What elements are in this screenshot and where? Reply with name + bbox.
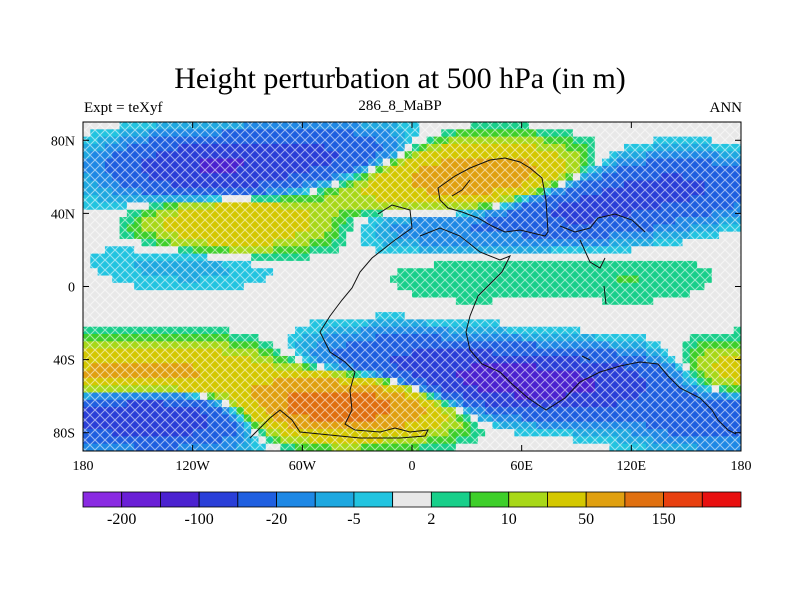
x-tick-label: 120W (176, 459, 211, 474)
period-label: 286_8_MaBP (358, 98, 442, 114)
x-tick-label: 180 (731, 459, 752, 474)
colorbar-label: -20 (266, 511, 287, 528)
colorbar-box (314, 491, 355, 508)
stipple-overlay (83, 122, 741, 451)
colorbar-box (121, 491, 161, 508)
y-tick-label: 40N (51, 207, 75, 222)
colorbar-box (237, 491, 277, 508)
y-tick-label: 80S (53, 427, 75, 442)
colorbar-label: 10 (501, 511, 517, 528)
colorbar-label: 2 (427, 511, 435, 528)
colorbar-box (624, 491, 664, 508)
x-tick-label: 60E (510, 459, 533, 474)
continent-outline-east (437, 157, 646, 305)
colorbar-box (82, 491, 123, 508)
experiment-label: Expt = teXyf (84, 100, 163, 116)
colorbar: -200 -100 -20 -5 2 10 50 150 (82, 491, 742, 528)
colorbar-box (430, 491, 471, 508)
colorbar-box (701, 491, 742, 508)
colorbar-label: -5 (347, 511, 360, 528)
continent-outline-layer (249, 157, 737, 439)
colorbar-box (508, 491, 548, 508)
colorbar-box (276, 491, 316, 508)
season-label: ANN (709, 100, 743, 116)
continent-outline-west (249, 204, 429, 439)
colorbar-box (469, 491, 510, 508)
colorbar-box (585, 491, 626, 508)
y-tick-label: 0 (68, 281, 75, 296)
colorbar-box (198, 491, 239, 508)
colorbar-label: 50 (578, 511, 594, 528)
colorbar-box (547, 491, 587, 508)
y-tick-label: 40S (53, 354, 75, 369)
colorbar-label: -200 (107, 511, 136, 528)
continent-outline-south (419, 227, 737, 435)
colorbar-label: 150 (652, 511, 676, 528)
plot-title: Height perturbation at 500 hPa (in m) (174, 62, 626, 95)
colorbar-box (160, 491, 200, 508)
colorbar-box (663, 491, 703, 508)
axes-layer: 180 120W 60W 0 60E 120E 180 80N 40N 0 40S 80S (51, 122, 752, 474)
x-tick-label: 0 (409, 459, 416, 474)
colorbar-box (392, 491, 432, 508)
x-tick-label: 120E (617, 459, 647, 474)
y-tick-label: 80N (51, 134, 75, 149)
colorbar-label: -100 (184, 511, 213, 528)
x-tick-label: 60W (289, 459, 317, 474)
x-tick-label: 180 (73, 459, 94, 474)
colorbar-box (353, 491, 394, 508)
